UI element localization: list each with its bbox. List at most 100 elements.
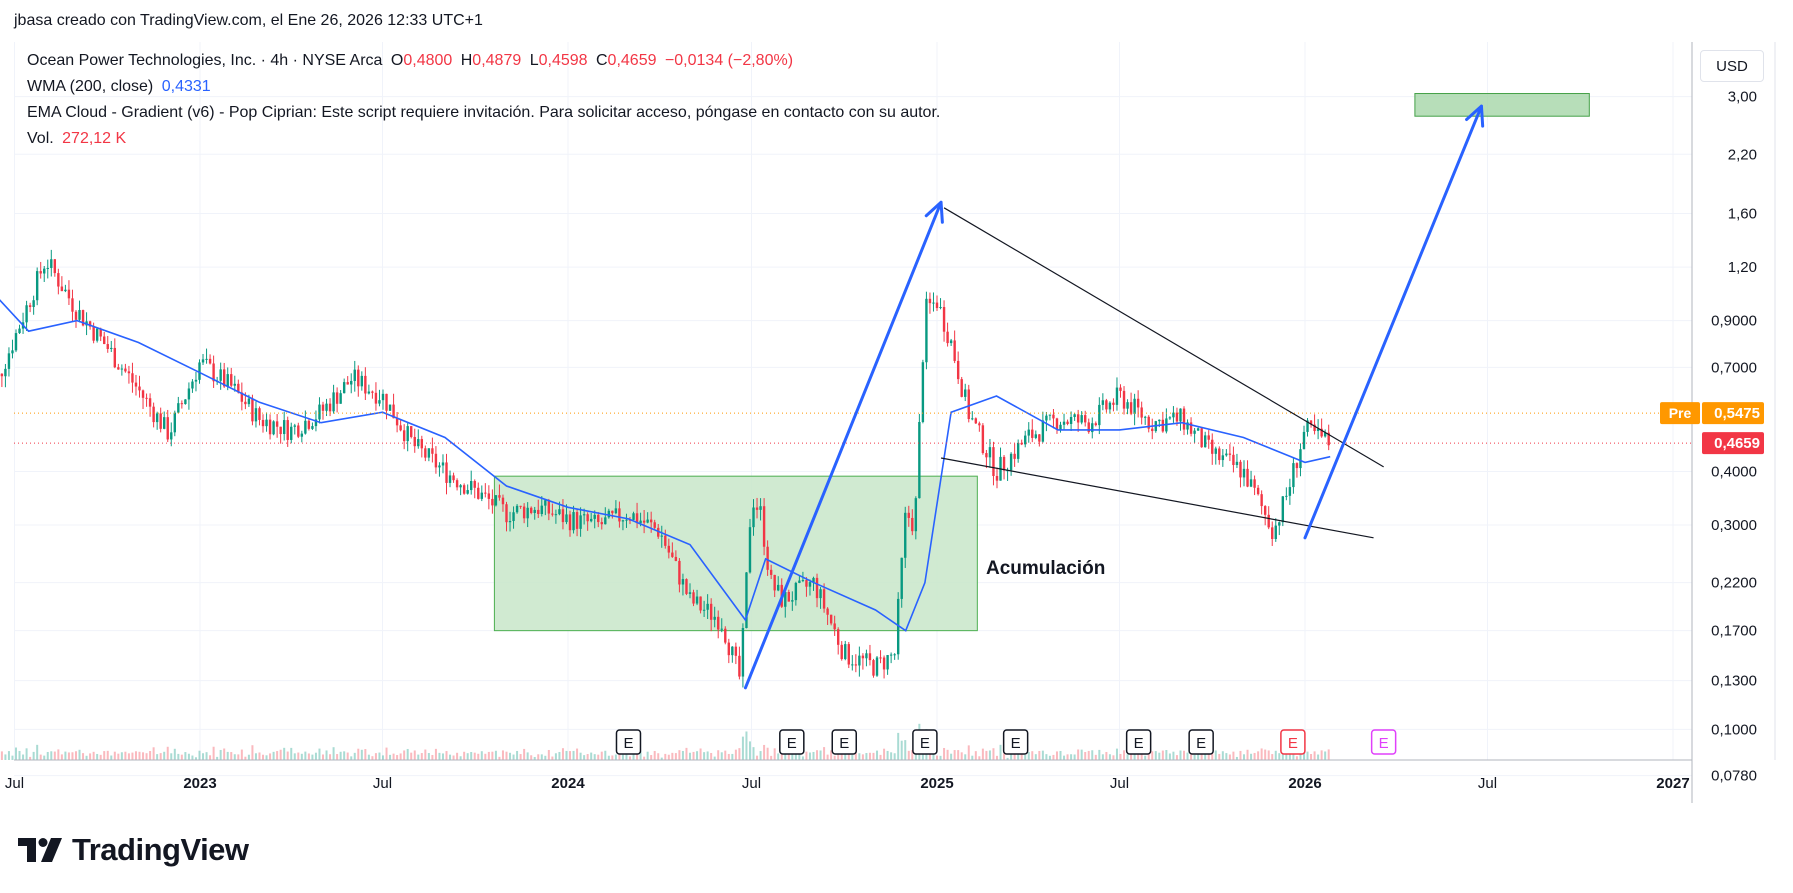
volume-bar [748, 741, 751, 760]
volume-bar [664, 753, 667, 760]
volume-bar [576, 748, 579, 760]
volume-bar [403, 750, 406, 760]
candle-body [480, 492, 483, 499]
y-tick-label: 0,2200 [1711, 575, 1757, 592]
candle-body [71, 298, 74, 312]
candle-body [741, 628, 745, 677]
x-tick-label: Jul [5, 775, 24, 792]
candle-body [854, 664, 858, 666]
volume-bar [329, 754, 332, 760]
legend-ema-row[interactable]: EMA Cloud - Gradient (v6) - Pop Ciprian:… [27, 104, 944, 122]
candle-body [575, 512, 579, 529]
candle-body [163, 417, 166, 429]
volume-bar [660, 757, 663, 760]
candle-body [462, 485, 466, 494]
earnings-marker[interactable]: E [1125, 729, 1152, 755]
candle-body [1066, 421, 1069, 424]
candle-body [1302, 431, 1306, 450]
last-price-value: 0,4659 [1714, 435, 1760, 452]
volume-bar [861, 754, 864, 760]
candle-body [1320, 428, 1323, 437]
candle-body [1091, 423, 1094, 433]
candle-body [1045, 415, 1048, 421]
earnings-marker[interactable]: E [1002, 729, 1029, 755]
candle-body [667, 545, 671, 553]
volume-bar [1034, 754, 1037, 760]
legend-volume-row[interactable]: Vol. 272,12 K [27, 130, 130, 148]
currency-button[interactable]: USD [1700, 50, 1764, 82]
candle-body [692, 592, 695, 604]
earnings-marker[interactable]: E [615, 729, 642, 755]
candle-body [840, 644, 843, 660]
y-tick-label: 0,9000 [1711, 313, 1757, 330]
candle-body [360, 375, 364, 387]
candle-body [1115, 387, 1119, 405]
volume-bar [1228, 754, 1231, 760]
candle-body [4, 368, 7, 377]
candle-body [1133, 398, 1136, 414]
volume-bar [57, 749, 60, 760]
volume-bar [911, 750, 914, 760]
candle-body [766, 546, 769, 570]
candle-body [505, 504, 508, 523]
volume-bar [29, 756, 32, 760]
wma-value: 0,4331 [161, 78, 211, 95]
earnings-marker[interactable]: E [779, 729, 805, 755]
volume-bar [1158, 752, 1161, 760]
earnings-marker-label: E [623, 735, 633, 752]
earnings-marker[interactable]: E [1280, 729, 1306, 755]
legend-wma-row[interactable]: WMA (200, close) 0,4331 [27, 78, 215, 96]
volume-bar [396, 755, 399, 760]
volume-bar [1038, 750, 1041, 760]
candle-body [621, 520, 625, 522]
candle-body [1327, 432, 1330, 446]
wma-line [0, 299, 1331, 632]
candle-body [896, 598, 900, 655]
earnings-marker[interactable]: E [1188, 729, 1214, 755]
volume-bar [667, 754, 670, 760]
candle-body [335, 392, 339, 404]
candle-body [960, 379, 963, 397]
volume-bar [614, 754, 617, 760]
earnings-marker[interactable]: E [831, 729, 857, 755]
volume-bar [1221, 751, 1224, 760]
earnings-marker-box [1370, 729, 1397, 755]
candle-body [829, 614, 833, 624]
volume-bar [417, 754, 420, 760]
candle-body [212, 363, 215, 382]
candle-body [1055, 418, 1059, 430]
earnings-marker[interactable]: E [912, 729, 938, 755]
candle-body [39, 271, 42, 274]
candle-body [787, 591, 790, 602]
candle-body [653, 522, 656, 528]
volume-bar [1285, 754, 1288, 760]
candle-body [1048, 414, 1052, 416]
volume-bar [854, 753, 857, 760]
candle-body [815, 577, 819, 599]
volume-bar [967, 745, 970, 760]
candle-body [53, 259, 57, 274]
candle-body [558, 509, 561, 515]
volume-bar [1123, 750, 1126, 760]
earnings-marker-box [1002, 729, 1029, 755]
volume-bar [177, 753, 180, 760]
volume-bar [950, 753, 953, 760]
volume-bar [1045, 754, 1048, 760]
y-tick-label: 0,3000 [1711, 517, 1757, 534]
volume-bar [279, 749, 282, 760]
candle-body [1062, 421, 1066, 425]
volume-bar [1048, 755, 1051, 760]
y-tick-label: 2,20 [1728, 146, 1757, 163]
earnings-marker[interactable]: E [1370, 729, 1397, 755]
candle-body [124, 368, 127, 372]
volume-bar [456, 752, 459, 760]
volume-bar [1186, 752, 1189, 760]
volume-bar [1288, 752, 1291, 760]
candle-body [381, 393, 385, 401]
projection-arrow-head [1465, 104, 1485, 128]
tradingview-logo[interactable]: TradingView [18, 832, 249, 868]
volume-bar [449, 754, 452, 760]
volume-bar [410, 752, 413, 760]
candle-body [522, 506, 526, 519]
